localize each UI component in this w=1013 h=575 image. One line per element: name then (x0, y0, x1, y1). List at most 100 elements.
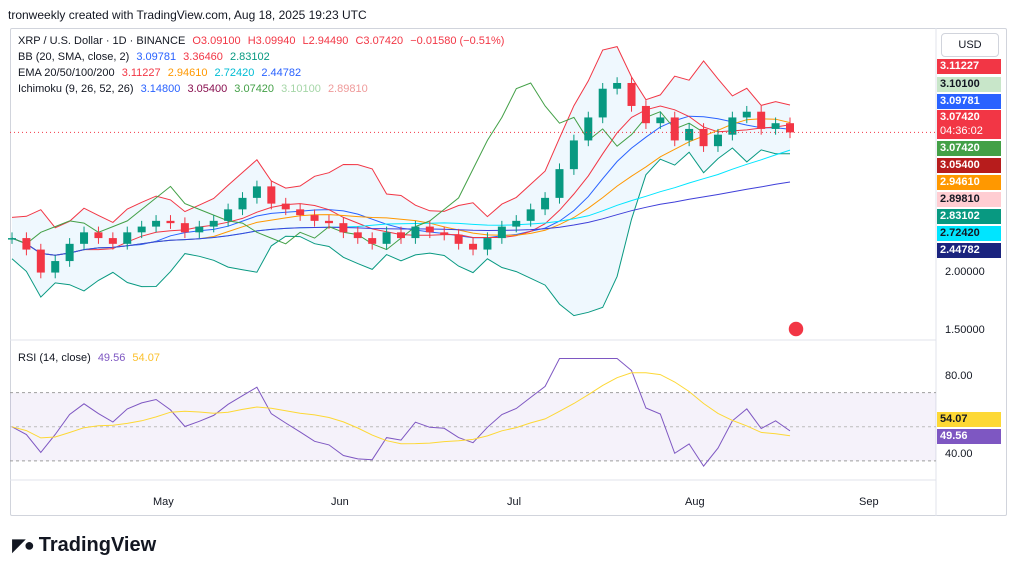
price-tag-ema200: 2.44782 (937, 243, 1001, 258)
candle-body (454, 234, 463, 244)
legend-ema-label[interactable]: EMA 20/50/100/200 (18, 67, 115, 79)
candle-body (786, 123, 794, 133)
time-label-may: May (153, 496, 174, 508)
legend-rsi-label[interactable]: RSI (14, close) (18, 352, 91, 364)
price-tag-ema50: 2.94610 (937, 175, 1001, 190)
candle-body (238, 197, 247, 210)
candle-body (656, 117, 665, 124)
legend-ema50: 2.94610 (167, 67, 208, 79)
tradingview-brand-text: TradingView (38, 534, 157, 556)
candle-body (339, 223, 348, 233)
rsi-ma-line (11, 372, 791, 445)
price-axis-label-2: 2.00000 (945, 266, 985, 278)
price-tag-lagging: 3.07420 (937, 141, 1001, 156)
candle-body (440, 232, 449, 235)
candle-body (497, 226, 506, 239)
tradingview-logo-icon: ◤● (12, 535, 35, 555)
price-tag-base: 3.05400 (937, 158, 1001, 173)
candle-body (152, 220, 161, 227)
price-tag-ema100: 2.72420 (937, 226, 1001, 241)
candle-body (512, 220, 521, 227)
candle-body (541, 197, 550, 210)
candle-body (137, 226, 146, 233)
candle-body (584, 117, 593, 141)
bb-lower-line (11, 147, 790, 317)
tradingview-logo[interactable]: ◤● TradingView (12, 534, 156, 557)
legend-high: H3.09940 (247, 35, 296, 47)
candle-body (483, 238, 492, 250)
legend-bb-label[interactable]: BB (20, SMA, close, 2) (18, 51, 130, 63)
chart-frame (10, 28, 1007, 516)
candle-body (22, 238, 31, 250)
candle-body (613, 82, 622, 89)
candle-body (627, 82, 636, 106)
candle-body (397, 232, 405, 239)
legend-ichimoku-row: Ichimoku (9, 26, 52, 26) 3.14800 3.05400… (18, 83, 372, 95)
candle-body (526, 209, 535, 221)
candle-body (195, 226, 204, 233)
legend-ichimoku-label[interactable]: Ichimoku (9, 26, 52, 26) (18, 83, 134, 95)
candle-body (598, 88, 607, 118)
candle-body (757, 111, 766, 129)
candle-body (296, 209, 305, 216)
candle-body (685, 128, 694, 141)
price-tag-bb-basis: 3.09781 (937, 94, 1001, 109)
currency-button[interactable]: USD (941, 33, 999, 57)
legend-ichi-spanb: 2.89810 (327, 83, 368, 95)
legend-bb-upper: 3.36460 (183, 51, 223, 63)
candle-body (324, 220, 333, 224)
rsi-tag-value: 49.56 (937, 429, 1001, 444)
candle-body (281, 203, 290, 210)
candle-body (8, 238, 16, 240)
candle-body (267, 186, 276, 204)
candle-body (310, 215, 319, 221)
rsi-line (11, 358, 791, 467)
time-label-jun: Jun (331, 496, 349, 508)
candle-body (224, 209, 233, 221)
legend-ichi-base: 3.05400 (187, 83, 228, 95)
candle-body (670, 117, 679, 141)
candle-body (469, 243, 478, 250)
legend-ema20: 3.11227 (121, 67, 161, 79)
rsi-tag-ma: 54.07 (937, 412, 1001, 427)
legend-ichi-conv: 3.14800 (140, 83, 181, 95)
legend-ichi-spana: 3.10100 (281, 83, 321, 95)
candle-body (80, 232, 89, 244)
time-label-jul: Jul (507, 496, 522, 508)
bb-fill (12, 46, 790, 316)
candle-body (368, 238, 377, 244)
price-tag-last: 3.07420 (937, 110, 1001, 125)
price-tag-countdown: 04:36:02 (937, 124, 1001, 139)
rsi-axis-label-80: 80.00 (945, 370, 973, 382)
candle-body (166, 220, 175, 224)
price-tag-spana: 3.10100 (937, 77, 1001, 92)
candle-body (108, 238, 117, 244)
candle-body (425, 226, 434, 233)
candle-body (382, 232, 391, 244)
legend-ema-row: EMA 20/50/100/200 3.11227 2.94610 2.7242… (18, 67, 305, 79)
candle-body (180, 223, 189, 233)
legend-open: O3.09100 (192, 35, 241, 47)
legend-bb-row: BB (20, SMA, close, 2) 3.09781 3.36460 2… (18, 51, 274, 63)
candle-body (569, 140, 578, 170)
legend-close: C3.07420 (355, 35, 404, 47)
candle-body (353, 232, 362, 239)
candle-body (742, 111, 751, 118)
candle-body (699, 128, 708, 147)
price-tag-spanb: 2.89810 (937, 192, 1001, 207)
rsi-axis-label-40: 40.00 (945, 448, 973, 460)
price-axis-label-1-5: 1.50000 (945, 324, 985, 336)
candle-body (411, 226, 420, 239)
price-tag-ema20: 3.11227 (937, 59, 1001, 74)
time-label-sep: Sep (859, 496, 879, 508)
legend-rsi-value: 49.56 (97, 352, 126, 364)
legend-low: L2.94490 (302, 35, 349, 47)
legend-symbol[interactable]: XRP / U.S. Dollar · 1D · BINANCE (18, 35, 186, 47)
us-event-icon (787, 320, 805, 338)
legend-rsi-row: RSI (14, close) 49.56 54.07 (18, 352, 164, 364)
candle-body (728, 117, 737, 135)
candle-body (713, 134, 722, 147)
candle-body (771, 123, 780, 129)
legend-bb-basis: 3.09781 (136, 51, 177, 63)
